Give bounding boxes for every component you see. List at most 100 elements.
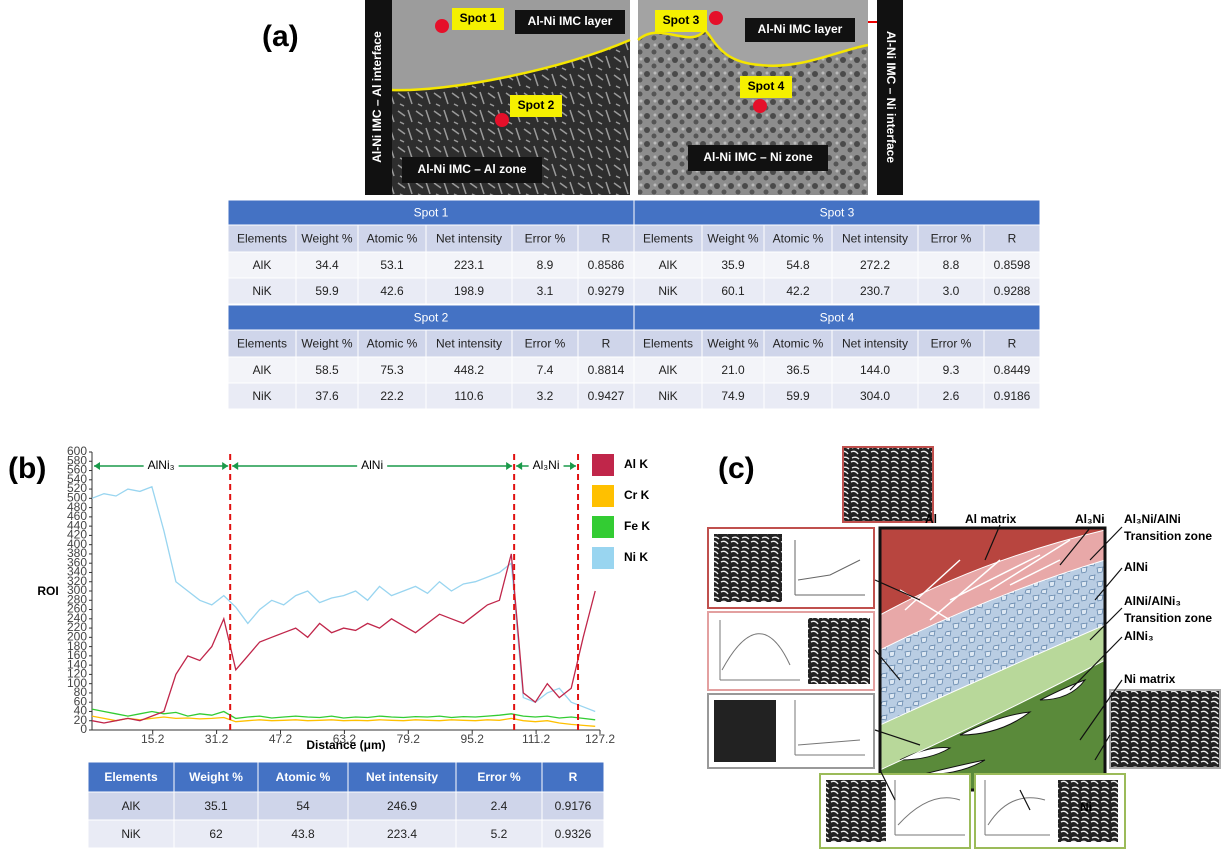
cell-text: 42.6 [380,284,404,298]
column-header: R [602,337,611,351]
zone-label: AlNi₃ [148,458,175,472]
cell-text: 304.0 [860,389,890,403]
column-header: Error % [525,337,566,351]
cell-text: 8.8 [943,258,960,272]
spot [495,113,509,127]
cell-text: 53.1 [380,258,404,272]
cell-text: NiK [658,389,677,403]
zone-label: Al₃Ni [533,458,560,472]
figure: (a) Al-Ni IMC – Al interface Al-Ni IMC –… [0,0,1222,849]
spot-label: Spot 4 [748,79,785,93]
spot-header: Spot 4 [820,311,855,325]
cell-text: 0.9186 [994,389,1031,403]
cell-text: AlK [253,258,272,272]
cell-text: 22.2 [380,389,404,403]
inset-image [826,780,886,842]
column-header: R [602,232,611,246]
cell-text: 144.0 [860,363,890,377]
cell-text: 0.8586 [588,258,625,272]
cell-text: NiK [121,827,140,841]
column-header: R [569,770,578,784]
cell-text: 54 [296,799,310,813]
spot [709,11,723,25]
legend-swatch [592,485,614,507]
schematic-label: Transition zone [1124,611,1212,625]
cell-text: NiK [252,389,271,403]
cell-text: 230.7 [860,284,890,298]
x-tick-label: 79.2 [397,732,421,746]
cell-text: 198.9 [454,284,484,298]
column-header: Weight % [301,232,352,246]
panel-label: (c) [718,452,755,485]
cell-text: AlK [122,799,141,813]
column-header: Net intensity [842,232,908,246]
column-header: Net intensity [842,337,908,351]
cell-text: 5.2 [491,827,508,841]
legend-label: Cr K [624,488,650,502]
schematic-label: AlNi [1124,560,1148,574]
cell-text: 3.0 [943,284,960,298]
column-header: Atomic % [773,232,824,246]
spot-header: Spot 2 [414,311,449,325]
schematic-label: Al₃Ni/AlNi [1124,512,1181,526]
schematic-label: Transition zone [1124,529,1212,543]
legend-swatch [592,516,614,538]
legend-label: Ni K [624,550,648,564]
spot-label: Spot 3 [663,13,700,27]
column-header: Atomic % [276,770,331,784]
inset-image [714,700,776,762]
cell-text: 59.9 [786,389,810,403]
series-line [92,487,595,712]
cell-text: 0.9176 [555,799,592,813]
spot [753,99,767,113]
column-header: Atomic % [773,337,824,351]
interface-label: Al-Ni IMC – Ni interface [884,31,898,163]
zone-label: AlNi [361,458,383,472]
cell-text: 448.2 [454,363,484,377]
cell-text: 110.6 [454,389,483,403]
column-header: Elements [104,770,158,784]
column-header: Net intensity [436,232,502,246]
spot [435,19,449,33]
cell-text: 75.3 [380,363,404,377]
schematic-label: Al matrix [965,512,1017,526]
spot-label: Spot 2 [518,98,555,112]
column-header: R [1008,232,1017,246]
cell-text: NiK [252,284,271,298]
cell-text: AlK [659,363,678,377]
schematic-label: Al₃Ni [1075,512,1105,526]
schematic-label: Al [925,512,937,526]
x-axis-title: Distance (μm) [306,738,385,752]
x-tick-label: 111.2 [522,732,551,746]
series-line [92,709,595,720]
legend-label: Al K [624,457,648,471]
column-header: Error % [931,232,972,246]
cell-text: 35.9 [721,258,745,272]
column-header: Net intensity [436,337,502,351]
y-axis-title: ROI [37,584,58,598]
column-header: Elements [237,232,287,246]
cell-text: 0.9279 [588,284,625,298]
column-header: Elements [643,232,693,246]
cell-text: AlK [659,258,678,272]
column-header: Net intensity [366,770,438,784]
cell-text: 2.4 [491,799,508,813]
zone-label: Al-Ni IMC – Ni zone [703,150,813,164]
cell-text: 42.2 [786,284,810,298]
schematic-label: AlNi₃ [1124,629,1154,643]
cell-text: 9.3 [943,363,960,377]
y-tick-label: 600 [67,444,87,458]
column-header: Atomic % [367,232,418,246]
cell-text: 8.9 [537,258,554,272]
cell-text: 35.1 [204,799,228,813]
zone-label: Al-Ni IMC – Al zone [418,162,527,176]
inset-image [808,618,870,684]
cell-text: 37.6 [315,389,339,403]
cell-text: 59.9 [315,284,339,298]
cell-text: 43.8 [291,827,315,841]
inset [843,447,933,522]
x-tick-label: 127.2 [585,732,615,746]
cell-text: 0.8814 [588,363,625,377]
cell-text: 246.9 [387,799,417,813]
cell-text: 60.1 [721,284,745,298]
